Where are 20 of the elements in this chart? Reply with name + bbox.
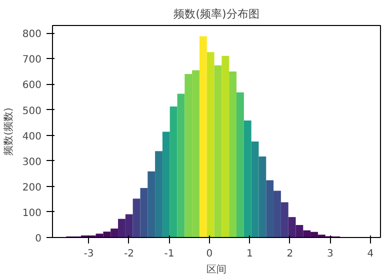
y-tick-label: 500: [22, 106, 42, 117]
x-tick-label: 2: [286, 248, 294, 260]
y-tick-label: 700: [22, 54, 42, 66]
y-tick-label: 400: [22, 131, 42, 142]
y-tick-label: 100: [22, 208, 42, 219]
y-tick-label: 300: [22, 156, 42, 168]
x-tick-label: -2: [124, 248, 134, 260]
y-tick-label: 0: [35, 234, 42, 244]
y-axis-title: 频数(频数): [2, 108, 14, 156]
x-axis-title: 区间: [206, 264, 226, 276]
x-tick-label: 4: [367, 248, 374, 260]
x-tick-label: -3: [84, 248, 94, 260]
x-tick-label: 3: [327, 248, 334, 260]
y-tick-label: 600: [22, 80, 42, 92]
y-tick-label: 800: [22, 29, 42, 40]
x-tick-label: 1: [246, 248, 253, 260]
chart-title: 频数(频率)分布图: [174, 8, 260, 20]
x-tick-label: -1: [164, 248, 174, 260]
x-tick-label: 0: [206, 248, 213, 260]
y-tick-label: 200: [22, 182, 42, 194]
